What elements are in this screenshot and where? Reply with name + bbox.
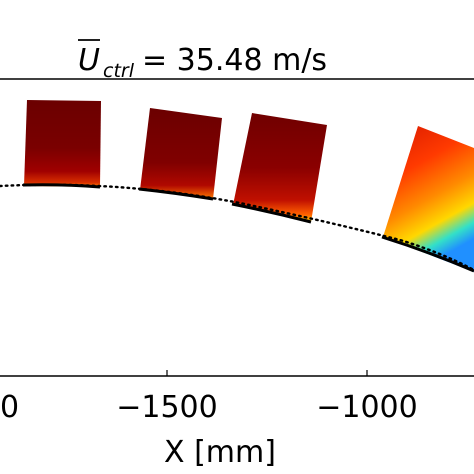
patch-1 [24, 100, 101, 187]
surface-segment-2 [138, 187, 214, 201]
surface-segment-4 [381, 235, 474, 273]
title-subscript: ctrl [103, 60, 135, 82]
x-tick-label-2000: 0 [0, 390, 19, 425]
chart-title: U ctrl = 35.48 m/s [78, 39, 327, 82]
title-value: = 35.48 m/s [142, 43, 327, 78]
x-tick-label-1500: −1500 [116, 390, 217, 425]
x-axis-label: X [mm] [164, 435, 276, 470]
patch-4 [383, 126, 474, 272]
x-tick-label-1000: −1000 [316, 390, 417, 425]
surface-segment-1 [22, 183, 101, 189]
patch-2 [140, 108, 222, 199]
patch-3 [233, 113, 327, 222]
title-symbol: U [78, 43, 100, 78]
surface-segment-3 [231, 202, 312, 224]
